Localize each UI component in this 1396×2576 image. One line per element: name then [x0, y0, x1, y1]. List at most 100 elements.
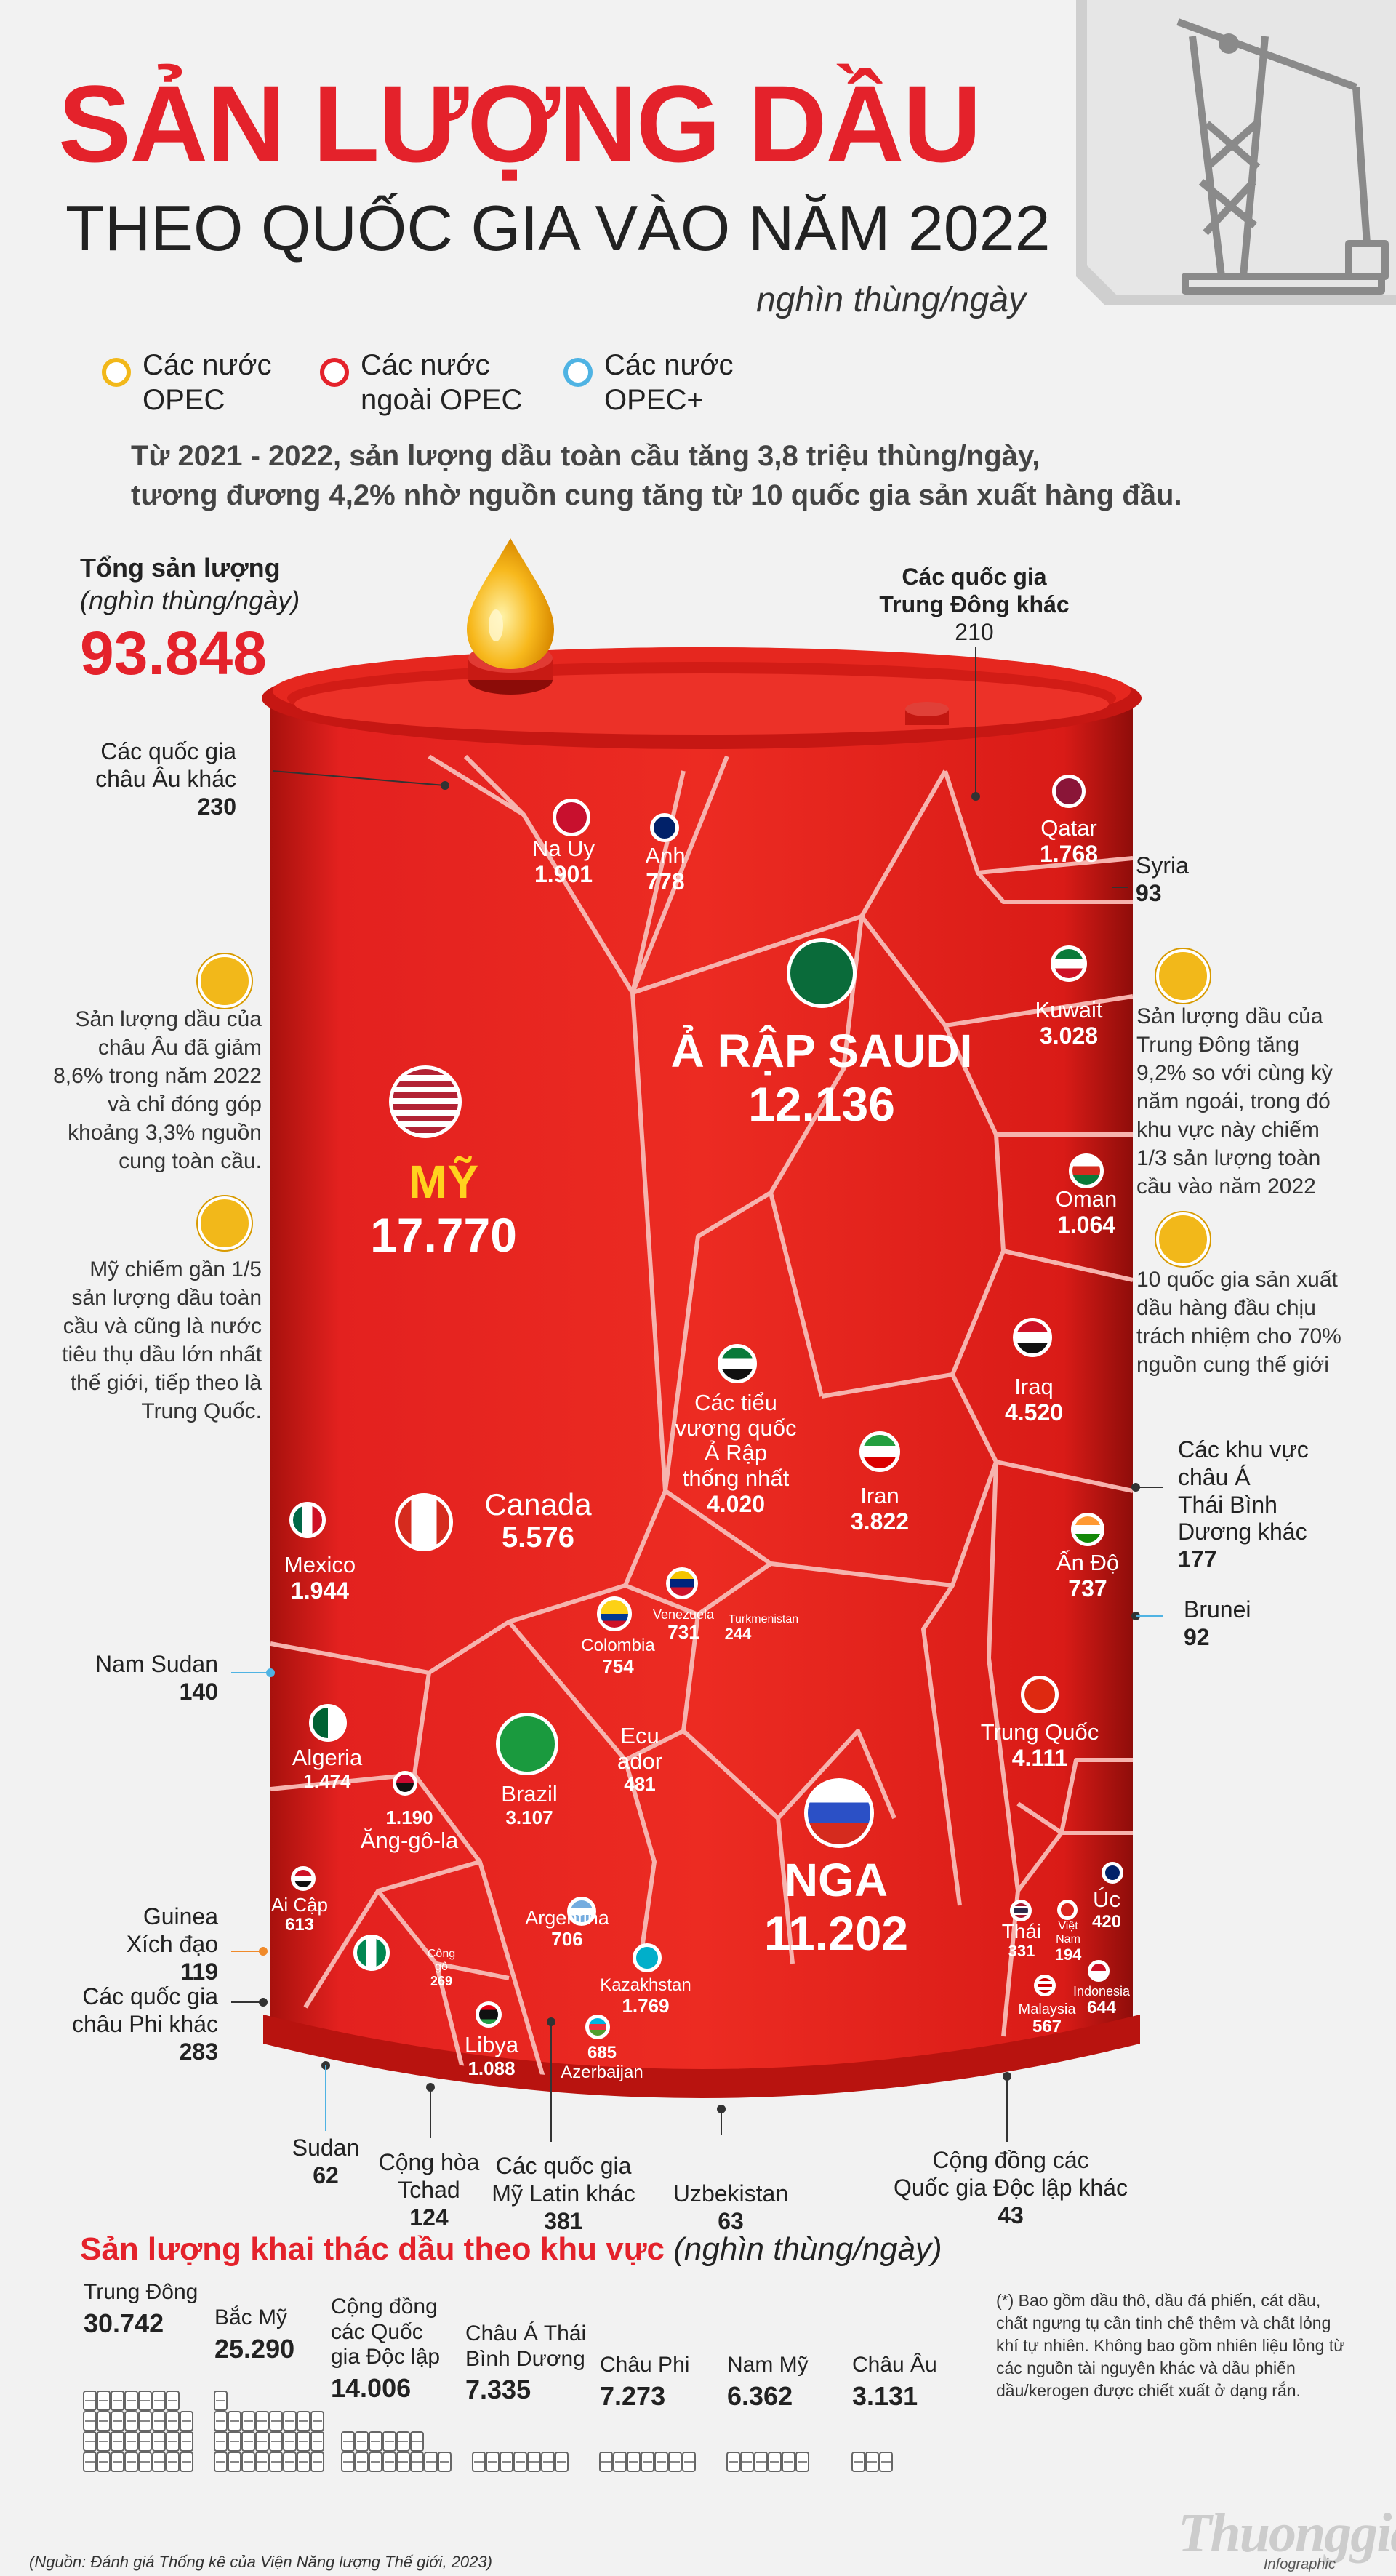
argentina-flag-icon — [567, 1897, 596, 1926]
region-label: Châu Phi — [600, 2353, 690, 2377]
country-name: NGA — [784, 1854, 888, 1906]
country-ecuador: Ecu ador 481 — [617, 1723, 662, 1796]
info-line: khu vực này chiếm — [1136, 1118, 1320, 1142]
country-name: Ả RẬP SAUDI — [670, 1025, 973, 1077]
legend-opec: Các nước OPEC — [102, 348, 272, 417]
country-value: 17.770 — [370, 1207, 517, 1262]
region-label: Nam Mỹ — [727, 2353, 809, 2377]
info-line: Trung Quốc. — [141, 1399, 262, 1423]
callout-label: Xích đạo — [126, 1930, 218, 1957]
callout-label: Syria — [1136, 852, 1189, 879]
country-name: Canada — [484, 1487, 592, 1521]
country-australia: Úc 420 — [1092, 1887, 1121, 1932]
legend-label: Các nước — [604, 349, 734, 381]
callout-cis-other: Cộng đồng các Quốc gia Độc lập khác 43 — [872, 2147, 1149, 2229]
country-mexico: Mexico 1.944 — [284, 1552, 356, 1604]
thailand-flag-icon — [1010, 1900, 1032, 1921]
callout-value: 93 — [1136, 879, 1162, 906]
nigeria-flag-icon — [353, 1935, 390, 1971]
callout-label: châu Âu khác — [95, 765, 236, 792]
total-label: Tổng sản lượng — [80, 553, 281, 583]
legend-non-opec: Các nước ngoài OPEC — [320, 348, 522, 417]
country-value: 3.028 — [1039, 1022, 1099, 1049]
country-name: vương quốc — [675, 1415, 797, 1441]
oil-barrel — [262, 538, 1142, 2098]
country-name: Công — [427, 1948, 456, 1960]
callout-middle-east-other: Các quốc gia Trung Đông khác 210 — [865, 564, 1083, 646]
pumpjack-badge-icon — [1156, 1212, 1210, 1266]
info-line: Sản lượng dầu của — [1136, 1004, 1323, 1028]
callout-value: 381 — [544, 2207, 583, 2234]
country-congo: Công gô 269 — [428, 1948, 455, 1988]
country-egypt: Ai Cập 613 — [270, 1894, 329, 1935]
country-name: Argentina — [525, 1907, 609, 1929]
norway-flag-icon — [553, 799, 590, 836]
country-name: Ả Rập — [704, 1440, 768, 1466]
country-vietnam: Việt Nam 194 — [1055, 1920, 1082, 1964]
country-russia: NGA 11.202 — [764, 1854, 908, 1961]
country-name: Malaysia — [1018, 2001, 1076, 2017]
callout-label: Uzbekistan — [673, 2180, 789, 2207]
info-usa: Mỹ chiếm gần 1/5 sản lượng dầu toàn cầu … — [29, 1255, 262, 1425]
country-oman: Oman 1.064 — [1056, 1186, 1117, 1239]
legend-label: OPEC+ — [604, 384, 704, 416]
country-value: 420 — [1091, 1911, 1122, 1932]
callout-label: Các quốc gia — [100, 738, 236, 764]
iran-flag-icon — [859, 1431, 900, 1472]
region-asia-pacific: Châu Á Thái Bình Dương 7.335 — [465, 2321, 586, 2404]
page-subtitle: THEO QUỐC GIA VÀO NĂM 2022 — [65, 192, 1051, 264]
country-name: Kuwait — [1035, 997, 1103, 1023]
angola-flag-icon — [393, 1771, 417, 1796]
info-middle-east: Sản lượng dầu của Trung Đông tăng 9,2% s… — [1136, 1002, 1376, 1201]
callout-label: Guinea — [143, 1903, 218, 1929]
country-value: 1.190 — [385, 1807, 433, 1828]
callout-label: Các quốc gia — [82, 1983, 218, 2009]
country-value: 4.111 — [1011, 1744, 1068, 1771]
region-label: gia Độc lập — [331, 2345, 441, 2369]
callout-leaders — [231, 647, 1163, 2142]
callout-label: Các quốc gia — [495, 2153, 632, 2179]
country-value: 4.020 — [706, 1490, 766, 1517]
country-name: Libya — [464, 2032, 519, 2057]
country-name: Iran — [860, 1483, 899, 1508]
info-europe: Sản lượng dầu của châu Âu đã giảm 8,6% t… — [44, 1005, 262, 1175]
region-middle-east: Trung Đông 30.742 — [84, 2280, 198, 2338]
country-kazakhstan: Kazakhstan 1.769 — [600, 1975, 691, 2017]
intro-line: tương đương 4,2% nhờ nguồn cung tăng từ … — [131, 479, 1182, 511]
country-value: 731 — [667, 1621, 699, 1644]
region-label: Cộng đồng — [331, 2295, 438, 2319]
page-title: SẢN LƯỢNG DẦU — [58, 63, 982, 185]
country-canada: Canada 5.576 — [484, 1487, 591, 1554]
info-line: trách nhiệm cho 70% — [1136, 1324, 1341, 1348]
info-line: 8,6% trong năm 2022 — [53, 1064, 262, 1088]
country-name: Ai Cập — [270, 1894, 329, 1916]
country-iraq: Iraq 4.520 — [1005, 1374, 1063, 1426]
country-name: Qatar — [1040, 815, 1097, 841]
region-value: 7.273 — [600, 2380, 666, 2411]
country-value: 3.822 — [850, 1508, 910, 1535]
callout-value: 119 — [180, 1958, 218, 1985]
country-name: Các tiểu — [694, 1390, 777, 1415]
region-label: Bắc Mỹ — [214, 2305, 288, 2329]
country-saudi: Ả RẬP SAUDI 12.136 — [671, 1025, 973, 1132]
country-value: 1.064 — [1056, 1211, 1116, 1238]
info-line: Trung Đông tăng — [1136, 1033, 1300, 1057]
country-value: 1.944 — [290, 1577, 350, 1604]
uk-flag-icon — [650, 813, 679, 842]
callout-europe-other: Các quốc gia châu Âu khác 230 — [65, 738, 236, 820]
country-uae: Các tiểu vương quốc Ả Rập thống nhất 4.0… — [675, 1390, 797, 1518]
country-name: thống nhất — [682, 1465, 790, 1492]
country-name: Việt — [1058, 1920, 1078, 1932]
info-line: khoảng 3,3% nguồn — [68, 1121, 262, 1145]
vietnam-flag-icon — [1057, 1900, 1078, 1920]
country-value: 5.576 — [501, 1521, 575, 1554]
pumpjack-badge-icon — [198, 1196, 252, 1250]
country-name: Thái — [1001, 1920, 1042, 1943]
china-flag-icon — [1021, 1676, 1059, 1713]
callout-label: Sudan — [292, 2135, 360, 2161]
country-name: Na Uy — [531, 836, 595, 861]
country-algeria: Algeria 1.474 — [292, 1745, 363, 1792]
country-value: 12.136 — [748, 1076, 895, 1131]
callout-brunei: Brunei 92 — [1184, 1596, 1251, 1652]
region-north-america: Bắc Mỹ 25.290 — [214, 2305, 294, 2364]
